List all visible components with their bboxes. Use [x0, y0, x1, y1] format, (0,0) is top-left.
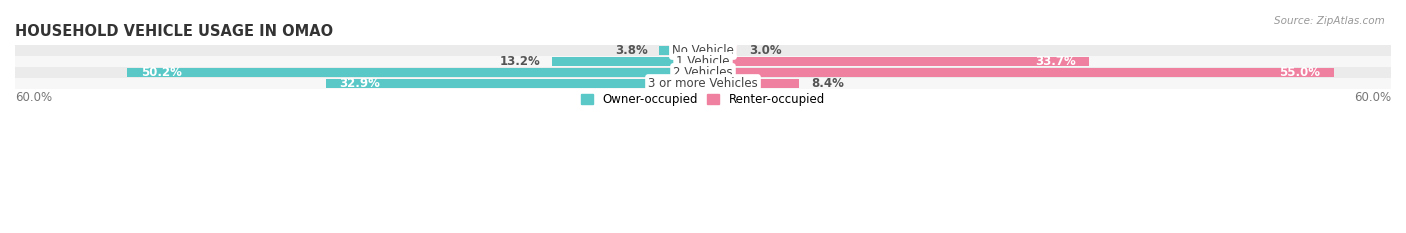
Text: 3 or more Vehicles: 3 or more Vehicles: [648, 77, 758, 90]
Text: 2 Vehicles: 2 Vehicles: [673, 66, 733, 79]
Text: 60.0%: 60.0%: [15, 91, 52, 104]
Text: 8.4%: 8.4%: [811, 77, 844, 90]
Bar: [15, 67, 1391, 78]
Bar: [703, 46, 737, 55]
Bar: [659, 46, 703, 55]
Bar: [15, 78, 1391, 89]
Text: No Vehicle: No Vehicle: [672, 44, 734, 57]
Text: 3.8%: 3.8%: [616, 44, 648, 57]
Bar: [703, 79, 800, 88]
Bar: [703, 57, 1090, 66]
Text: 32.9%: 32.9%: [339, 77, 381, 90]
Text: 55.0%: 55.0%: [1279, 66, 1320, 79]
Text: 50.2%: 50.2%: [141, 66, 181, 79]
Bar: [326, 79, 703, 88]
Bar: [128, 68, 703, 77]
Text: 60.0%: 60.0%: [1354, 91, 1391, 104]
Bar: [703, 68, 1334, 77]
Text: Source: ZipAtlas.com: Source: ZipAtlas.com: [1274, 16, 1385, 26]
Bar: [551, 57, 703, 66]
Legend: Owner-occupied, Renter-occupied: Owner-occupied, Renter-occupied: [576, 89, 830, 111]
Text: HOUSEHOLD VEHICLE USAGE IN OMAO: HOUSEHOLD VEHICLE USAGE IN OMAO: [15, 24, 333, 39]
Bar: [15, 45, 1391, 56]
Text: 13.2%: 13.2%: [499, 55, 540, 68]
Text: 3.0%: 3.0%: [749, 44, 782, 57]
Text: 1 Vehicle: 1 Vehicle: [676, 55, 730, 68]
Bar: [15, 56, 1391, 67]
Text: 33.7%: 33.7%: [1035, 55, 1076, 68]
